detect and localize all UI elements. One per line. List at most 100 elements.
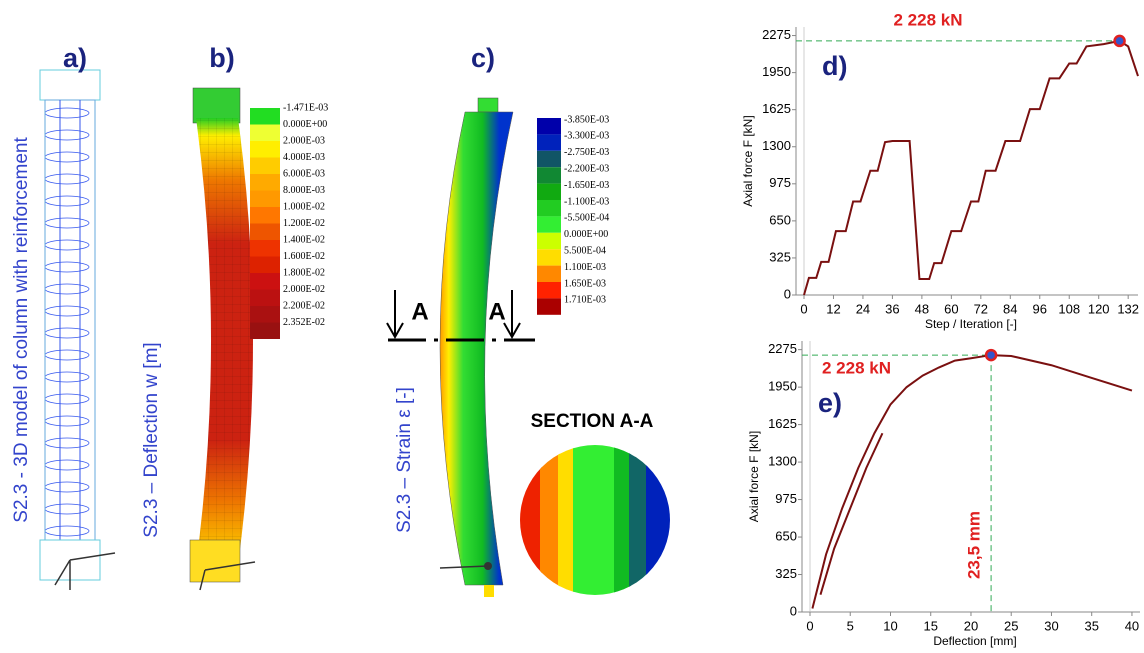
legend-label: -3.850E-03 xyxy=(564,114,609,125)
legend-swatch xyxy=(537,298,561,314)
legend-swatch xyxy=(537,151,561,167)
legend-label: -3.300E-03 xyxy=(564,131,609,142)
y-tick-label: 1300 xyxy=(762,138,791,153)
x-tick-label: 48 xyxy=(915,301,929,316)
x-axis-label: Deflection [mm] xyxy=(933,634,1016,648)
legend-label: 4.000E-03 xyxy=(283,152,325,163)
legend-swatch xyxy=(537,216,561,232)
legend-label: 0.000E+00 xyxy=(283,119,327,130)
x-tick-label: 72 xyxy=(974,301,988,316)
x-tick-label: 40 xyxy=(1125,618,1139,633)
peak-marker xyxy=(986,350,996,360)
x-tick-label: 96 xyxy=(1033,301,1047,316)
y-tick-label: 975 xyxy=(769,175,791,190)
y-tick-label: 650 xyxy=(769,212,791,227)
legend-swatch xyxy=(250,257,280,274)
annotation: e) xyxy=(818,388,842,418)
panel-label: c) xyxy=(471,43,495,73)
legend-swatch xyxy=(537,184,561,200)
y-tick-label: 2275 xyxy=(768,341,797,356)
x-tick-label: 0 xyxy=(806,618,813,633)
legend-swatch xyxy=(250,290,280,307)
legend-swatch xyxy=(537,233,561,249)
panel-label: a) xyxy=(63,43,87,73)
legend-label: -1.471E-03 xyxy=(283,102,328,113)
legend-label: 2.352E-02 xyxy=(283,317,325,328)
legend-label: 1.650E-03 xyxy=(564,278,606,289)
legend-label: 1.710E-03 xyxy=(564,295,606,306)
y-tick-label: 2275 xyxy=(762,27,791,42)
y-tick-label: 325 xyxy=(769,249,791,264)
y-tick-label: 1950 xyxy=(768,379,797,394)
x-tick-label: 10 xyxy=(883,618,897,633)
annotation: 23,5 mm xyxy=(964,511,983,579)
legend-swatch xyxy=(250,174,280,191)
legend-label: 2.000E-03 xyxy=(283,135,325,146)
legend-swatch xyxy=(250,306,280,323)
x-tick-label: 5 xyxy=(847,618,854,633)
legend-label: 1.100E-03 xyxy=(564,262,606,273)
line xyxy=(820,433,882,594)
column-deflection xyxy=(190,88,255,590)
legend-label: 0.000E+00 xyxy=(564,229,608,240)
legend-label: 2.200E-02 xyxy=(283,300,325,311)
legend-swatch xyxy=(250,108,280,125)
panel-caption: S2.3 – Strain ε [-] xyxy=(394,387,415,533)
annotation: 2 228 kN xyxy=(894,10,963,29)
x-tick-label: 25 xyxy=(1004,618,1018,633)
legend-swatch xyxy=(250,240,280,257)
legend-swatch xyxy=(250,273,280,290)
legend-label: -2.200E-03 xyxy=(564,163,609,174)
section-mark: A xyxy=(488,298,505,325)
legend-label: 8.000E-03 xyxy=(283,185,325,196)
legend-swatch xyxy=(250,224,280,241)
legend-swatch xyxy=(537,200,561,216)
x-tick-label: 84 xyxy=(1003,301,1017,316)
legend-label: 1.000E-02 xyxy=(283,201,325,212)
legend-swatch xyxy=(250,158,280,175)
panel-caption: S2.3 - 3D model of column with reinforce… xyxy=(11,137,32,523)
x-tick-label: 24 xyxy=(856,301,870,316)
y-tick-label: 1625 xyxy=(762,101,791,116)
y-tick-label: 1625 xyxy=(768,416,797,431)
legend-swatch xyxy=(250,323,280,340)
legend-label: 2.000E-02 xyxy=(283,284,325,295)
x-axis-label: Step / Iteration [-] xyxy=(925,317,1017,331)
legend-swatch xyxy=(250,191,280,208)
legend-swatch xyxy=(537,167,561,183)
x-tick-label: 108 xyxy=(1058,301,1080,316)
legend-label: 1.600E-02 xyxy=(283,251,325,262)
x-tick-label: 132 xyxy=(1117,301,1139,316)
column-model xyxy=(40,70,115,590)
x-tick-label: 15 xyxy=(923,618,937,633)
legend-swatch xyxy=(537,282,561,298)
y-tick-label: 975 xyxy=(775,491,797,506)
legend-label: 6.000E-03 xyxy=(283,168,325,179)
legend-label: 5.500E-04 xyxy=(564,245,606,256)
y-tick-label: 1300 xyxy=(768,454,797,469)
legend-label: -2.750E-03 xyxy=(564,147,609,158)
x-tick-label: 35 xyxy=(1084,618,1098,633)
x-tick-label: 20 xyxy=(964,618,978,633)
y-tick-label: 0 xyxy=(784,286,791,301)
legend-swatch xyxy=(250,141,280,158)
y-axis-label: Axial force F [kN] xyxy=(747,431,761,522)
legend-label: 1.200E-02 xyxy=(283,218,325,229)
x-tick-label: 36 xyxy=(885,301,899,316)
legend-swatch xyxy=(250,125,280,142)
annotation: 2 228 kN xyxy=(822,358,891,377)
y-axis-label: Axial force F [kN] xyxy=(741,115,755,206)
legend-swatch xyxy=(250,207,280,224)
y-tick-label: 325 xyxy=(775,566,797,581)
legend-swatch xyxy=(537,249,561,265)
x-tick-label: 120 xyxy=(1088,301,1110,316)
legend-swatch xyxy=(537,118,561,134)
legend-swatch xyxy=(537,134,561,150)
column-strain xyxy=(387,98,676,600)
legend-label: 1.800E-02 xyxy=(283,267,325,278)
section-title: SECTION A-A xyxy=(531,411,654,432)
x-tick-label: 30 xyxy=(1044,618,1058,633)
x-tick-label: 0 xyxy=(800,301,807,316)
